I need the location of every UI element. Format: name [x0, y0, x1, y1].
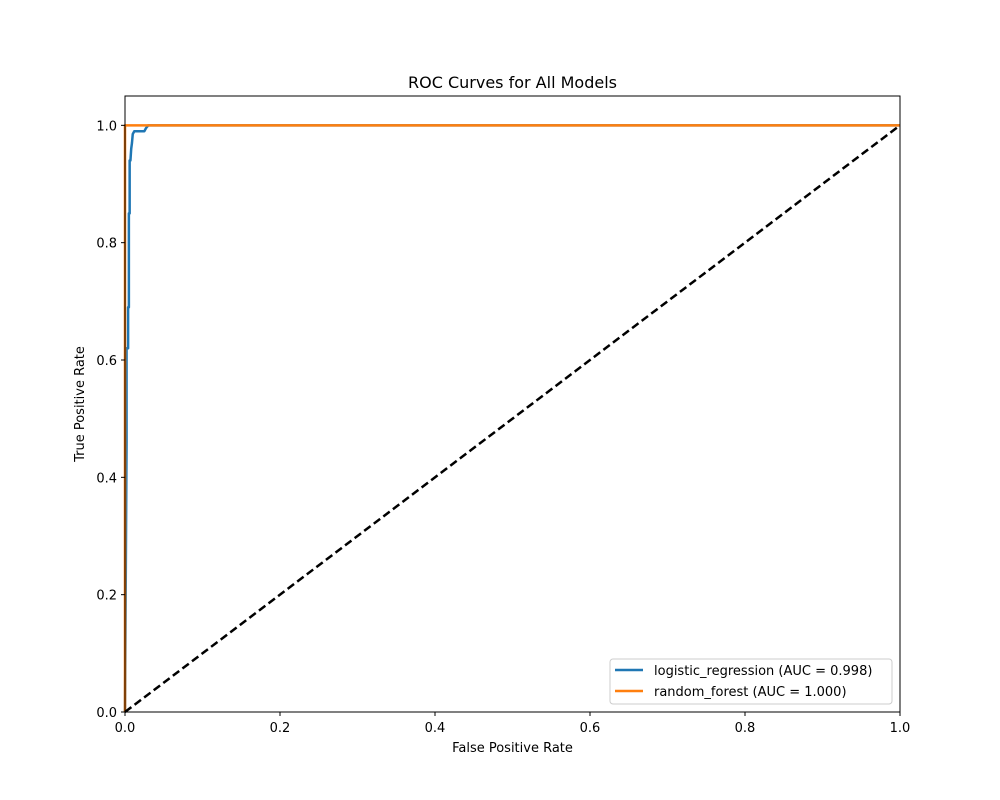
legend: logistic_regression (AUC = 0.998) random… — [609, 658, 893, 705]
y-tick-label: 1.0 — [96, 119, 117, 134]
x-tick-label: 0.0 — [115, 721, 136, 736]
x-tick-label: 0.2 — [270, 721, 291, 736]
legend-label-logistic-regression: logistic_regression (AUC = 0.998) — [654, 664, 872, 679]
y-tick-label: 0.6 — [96, 354, 117, 369]
series-line-logistic-regression — [123, 124, 900, 713]
x-tick-label: 1.0 — [890, 721, 911, 736]
legend-label-random-forest: random_forest (AUC = 1.000) — [654, 685, 847, 700]
chart-title: ROC Curves for All Models — [408, 73, 617, 92]
x-tick-label: 0.8 — [735, 721, 756, 736]
y-tick-label: 0.4 — [96, 471, 117, 486]
y-tick-label: 0.8 — [96, 237, 117, 252]
x-axis: 0.0 0.2 0.4 0.6 0.8 1.0 — [115, 712, 911, 736]
y-tick-label: 0.0 — [96, 706, 117, 721]
legend-box — [609, 658, 893, 705]
y-tick-label: 0.2 — [96, 589, 117, 604]
axes-frame — [124, 95, 901, 713]
x-axis-label: False Positive Rate — [452, 741, 573, 756]
x-tick-label: 0.6 — [580, 721, 601, 736]
chance-diagonal-line — [124, 124, 901, 713]
x-tick-label: 0.4 — [425, 721, 446, 736]
y-axis: 0.0 0.2 0.4 0.6 0.8 1.0 — [96, 119, 125, 721]
y-axis-label: True Positive Rate — [73, 346, 88, 463]
